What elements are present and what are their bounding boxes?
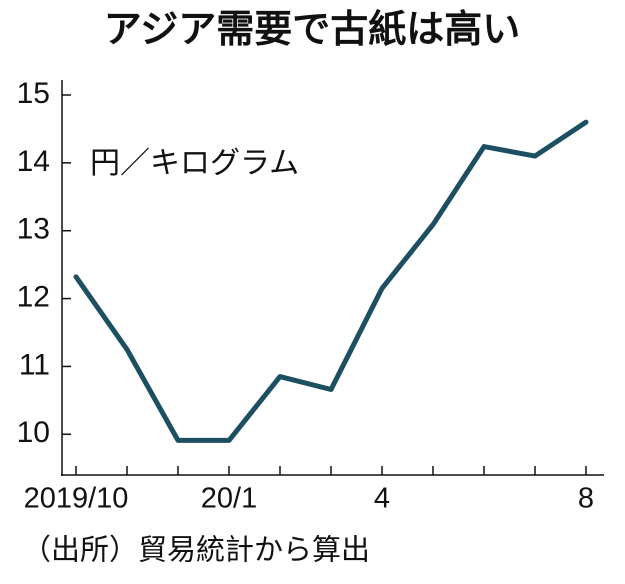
source-note: （出所）貿易統計から算出 bbox=[22, 534, 370, 567]
x-tick-label: 20/1 bbox=[201, 483, 257, 515]
y-tick-label: 12 bbox=[17, 280, 50, 313]
x-tick-label: 2019/10 bbox=[24, 483, 129, 515]
y-tick-label: 13 bbox=[17, 213, 50, 246]
y-tick-label: 14 bbox=[17, 145, 50, 178]
y-tick-label: 10 bbox=[17, 416, 50, 449]
x-tick-label: 8 bbox=[578, 483, 594, 515]
chart-title: アジア需要で古紙は高い bbox=[104, 9, 520, 51]
y-tick-label: 15 bbox=[17, 77, 50, 110]
x-tick-label: 4 bbox=[374, 483, 390, 515]
line bbox=[73, 119, 589, 443]
y-tick-label: 11 bbox=[19, 348, 50, 381]
unit-label: 円／キログラム bbox=[90, 147, 299, 180]
